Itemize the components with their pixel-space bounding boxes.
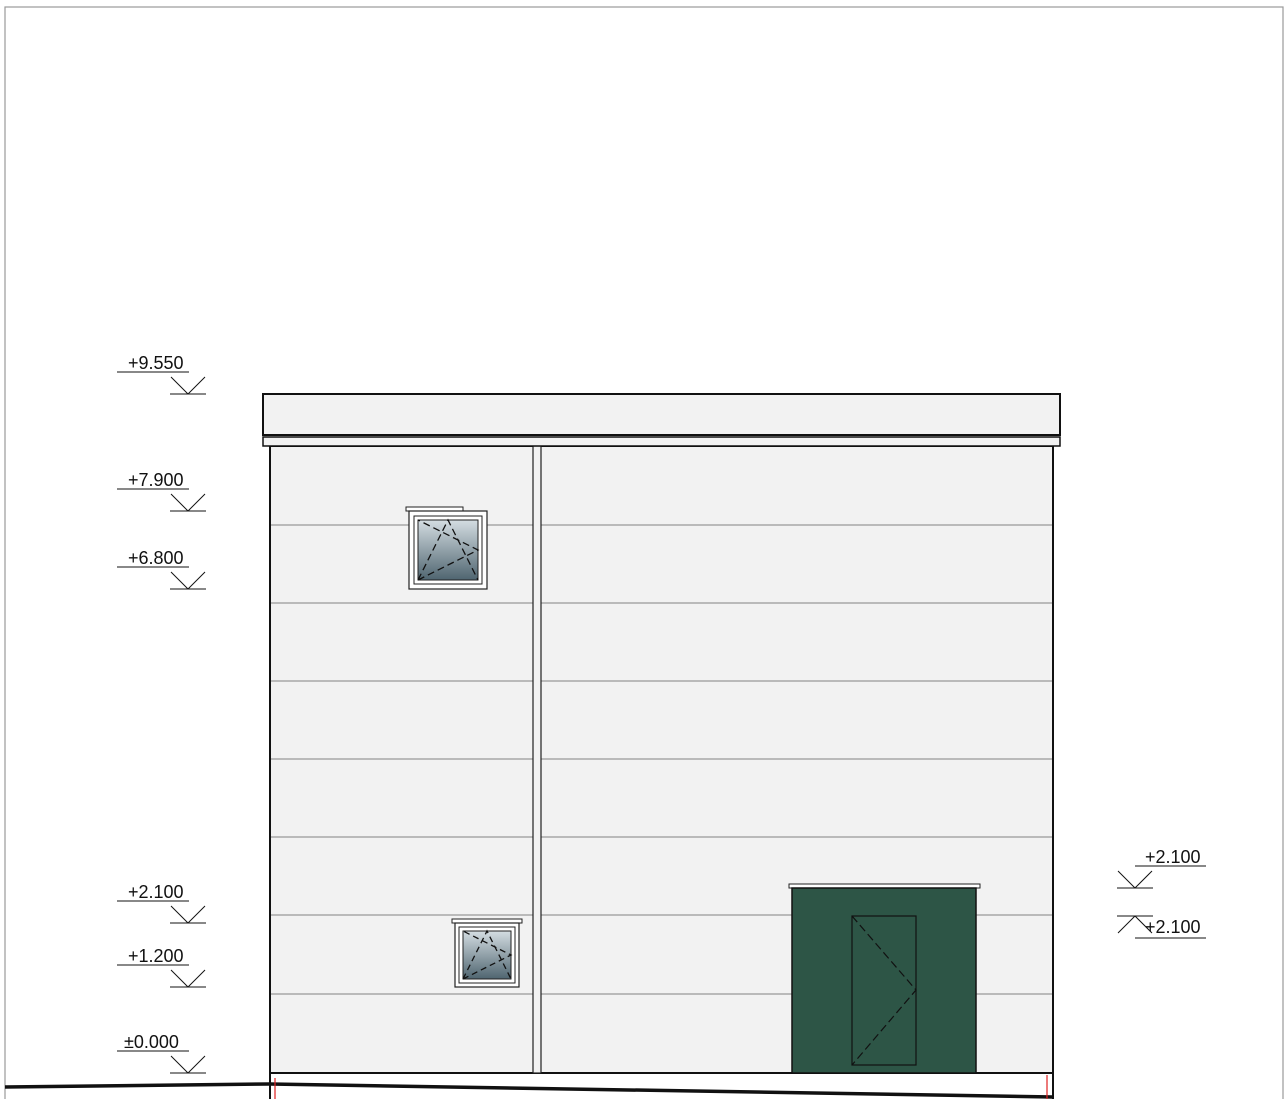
upper-window bbox=[405, 506, 488, 590]
opening-symbol bbox=[462, 929, 513, 980]
ground bbox=[4, 1073, 1054, 1099]
roof-parapet bbox=[262, 393, 1061, 447]
entrance-door bbox=[788, 883, 981, 1074]
opening-symbol bbox=[417, 518, 480, 581]
level-marker-left-3: +6.800 bbox=[117, 548, 206, 590]
window-glass bbox=[462, 930, 512, 980]
level-label: +2.100 bbox=[1145, 847, 1201, 867]
downpipe bbox=[532, 445, 542, 1074]
level-marker-right-2: +2.100 bbox=[1117, 915, 1206, 939]
level-label: +7.900 bbox=[128, 470, 184, 490]
level-label: +9.550 bbox=[128, 353, 184, 373]
door-panel bbox=[791, 887, 977, 1074]
parapet-coping bbox=[262, 436, 1061, 447]
window-sash bbox=[458, 926, 516, 984]
level-label: +6.800 bbox=[128, 548, 184, 568]
level-label: +2.100 bbox=[128, 882, 184, 902]
level-marker-left-2: +7.900 bbox=[117, 470, 206, 512]
window-sill bbox=[405, 506, 464, 512]
level-marker-left-5: +1.200 bbox=[117, 946, 206, 988]
level-marker-left-1: +9.550 bbox=[117, 353, 206, 395]
ground-line bbox=[269, 1082, 1054, 1099]
door-swing-symbol bbox=[851, 915, 917, 1066]
level-marker-right-1: +2.100 bbox=[1117, 847, 1206, 889]
ground-line bbox=[4, 1082, 271, 1089]
parapet-fascia bbox=[262, 393, 1061, 436]
lower-window bbox=[451, 918, 523, 988]
level-marker-left-4: +2.100 bbox=[117, 882, 206, 924]
sheet-border bbox=[4, 6, 1284, 1099]
level-label: ±0.000 bbox=[124, 1032, 179, 1052]
window-sash bbox=[413, 515, 483, 585]
window-glass bbox=[417, 519, 479, 581]
level-label: +1.200 bbox=[128, 946, 184, 966]
level-marker-left-6: ±0.000 bbox=[117, 1032, 206, 1074]
level-label: +2.100 bbox=[1145, 917, 1201, 937]
